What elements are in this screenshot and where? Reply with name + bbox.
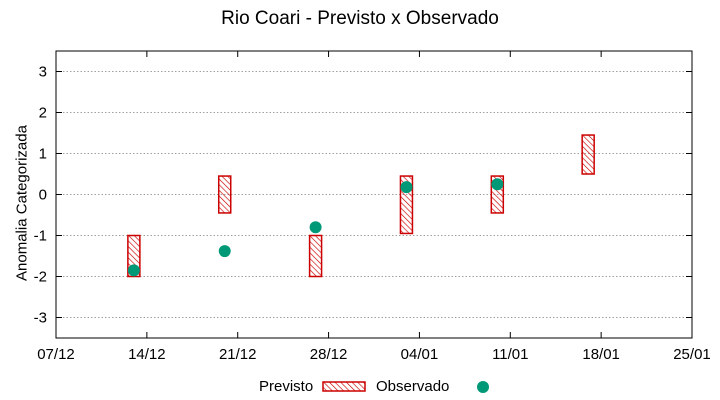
legend-swatch-previsto (322, 381, 366, 392)
observado-point (309, 221, 322, 234)
legend-label-previsto: Previsto (259, 378, 314, 395)
x-tick-label: 28/12 (310, 346, 348, 363)
y-tick-label: 1 (39, 146, 47, 163)
observado-series (127, 178, 504, 277)
legend-label-observado: Observado (376, 378, 450, 395)
x-tick-label: 04/01 (401, 346, 439, 363)
observado-point (400, 181, 413, 194)
x-tick-label: 14/12 (128, 346, 166, 363)
previsto-box (217, 175, 232, 214)
x-tick-label: 25/01 (673, 346, 711, 363)
y-tick-label: -3 (34, 310, 47, 327)
observado-point (491, 178, 504, 191)
observado-point (218, 245, 231, 258)
x-tick-label: 07/12 (37, 346, 75, 363)
observado-point (127, 264, 140, 277)
y-tick-label: -1 (34, 228, 47, 245)
y-tick-label: -2 (34, 269, 47, 286)
x-tick-label: 18/01 (582, 346, 620, 363)
x-axis: 07/12 14/12 21/12 28/12 04/01 11/01 18/01 25/01 (37, 51, 711, 363)
y-axis: -3 -2 -1 0 1 2 3 (34, 64, 692, 327)
y-axis-label: Anomalia Categorizada (13, 125, 31, 281)
previsto-box (581, 134, 595, 175)
previsto-box (308, 234, 323, 278)
x-tick-label: 11/01 (492, 346, 528, 363)
x-tick-label: 21/12 (219, 346, 257, 363)
grid (56, 71, 692, 318)
plot-frame (55, 50, 693, 339)
legend: Previsto Observado (0, 376, 720, 396)
y-tick-label: 2 (39, 105, 47, 122)
chart-title: Rio Coari - Previsto x Observado (221, 8, 499, 29)
legend-swatch-observado (477, 381, 489, 393)
y-tick-label: 0 (39, 187, 47, 204)
previsto-series (127, 134, 595, 278)
y-tick-label: 3 (39, 64, 47, 81)
